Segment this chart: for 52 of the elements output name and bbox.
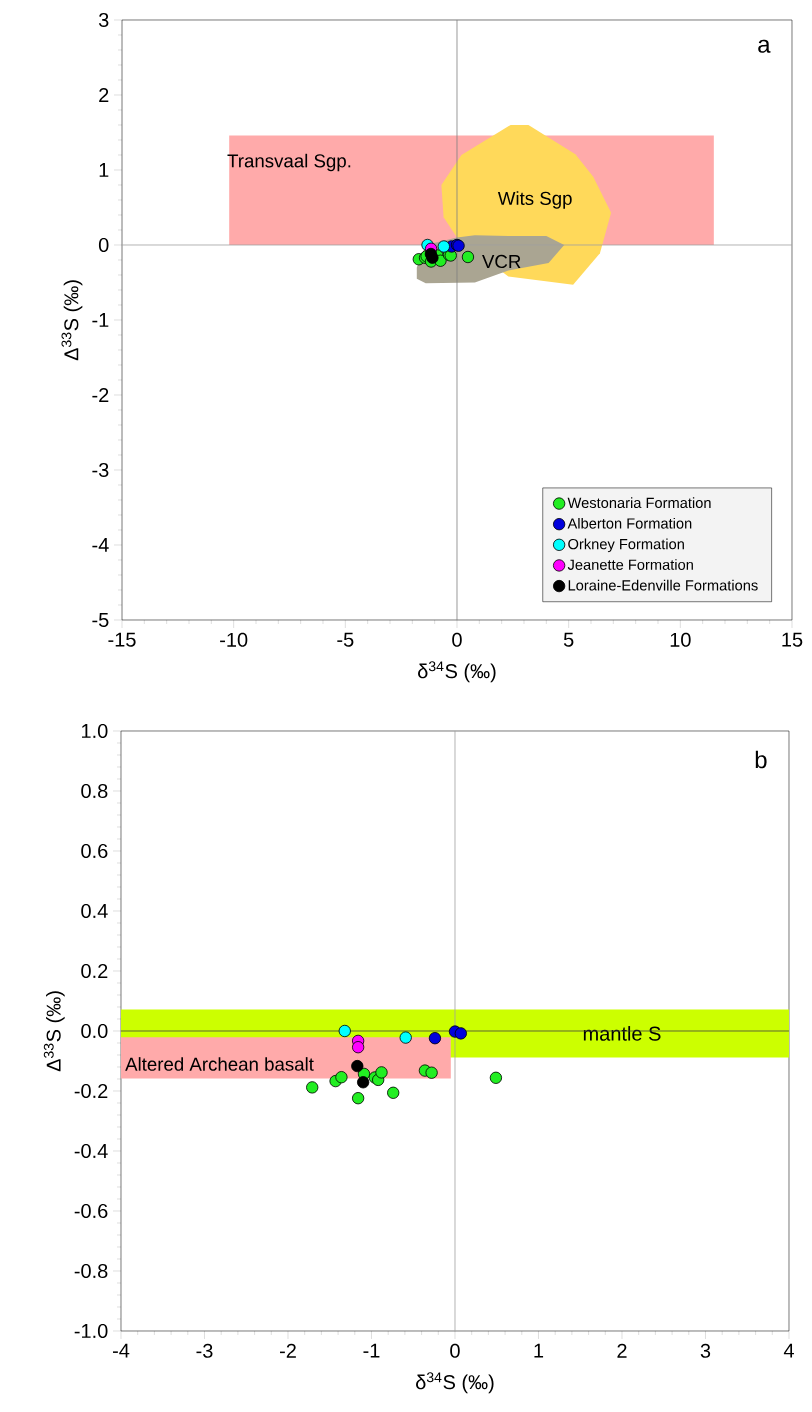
annotation: Altered Archean basalt (125, 1057, 314, 1071)
y-tick-label: -5 (92, 613, 109, 627)
legend-label: Alberton Formation (567, 517, 692, 529)
y-tick-label: 1 (99, 163, 109, 177)
y-tick-label: 3 (98, 12, 109, 28)
annotation: VCR (482, 254, 521, 269)
x-tick-label: -15 (108, 632, 136, 647)
x-axis-title: δ$^{34}$S (‰) (416, 1372, 494, 1394)
y-tick-label: 0.4 (81, 903, 108, 919)
x-tick-label: 1 (534, 1343, 544, 1358)
y-tick-label: -0.4 (74, 1143, 108, 1159)
y-tick-label: -2 (92, 388, 109, 402)
x-tick-label: 3 (700, 1343, 711, 1358)
x-tick-label: 10 (670, 632, 691, 647)
y-tick-label: 0.8 (81, 783, 108, 799)
y-axis-title: Δ$^{33}$S (‰) (43, 991, 65, 1072)
legend-label: Loraine-Edenville Formations (568, 579, 758, 591)
y-tick-label: -1 (92, 313, 109, 327)
y-tick-label: -3 (92, 462, 109, 478)
legend-label: Westonaria Formation (567, 497, 711, 509)
x-tick-label: -2 (279, 1343, 296, 1358)
y-axis-title: Δ$^{33}$S (‰) (61, 280, 83, 361)
y-tick-label: -0.6 (74, 1203, 108, 1219)
x-tick-label: 5 (563, 632, 574, 647)
x-tick-label: -3 (196, 1343, 213, 1358)
annotation: Wits Sgp (497, 191, 572, 209)
x-tick-label: 0 (452, 632, 462, 647)
y-tick-label: -0.8 (74, 1263, 108, 1279)
y-tick-label: 0.0 (81, 1023, 108, 1039)
y-tick-label: 0 (98, 237, 109, 253)
x-tick-label: 15 (782, 632, 803, 647)
y-tick-label: 0.2 (81, 963, 108, 979)
annotation: a (758, 39, 771, 53)
y-tick-label: 2 (99, 88, 109, 102)
y-tick-label: -4 (92, 538, 109, 552)
x-tick-label: -1 (363, 1343, 380, 1358)
y-tick-label: -0.2 (74, 1083, 108, 1099)
legend-label: Jeanette Formation (567, 559, 693, 570)
x-tick-label: -10 (220, 632, 248, 647)
annotation: Transvaal Sgp. (227, 153, 351, 172)
legend-label: Orkney Formation (568, 538, 684, 553)
band-label: mantle S (583, 1026, 661, 1041)
x-tick-label: 0 (450, 1343, 460, 1358)
x-tick-label: 2 (617, 1343, 627, 1358)
x-tick-label: 4 (783, 1343, 794, 1358)
annotation: b (755, 750, 767, 769)
y-tick-label: 0.6 (81, 843, 108, 859)
x-axis-title: δ$^{34}$S (‰) (418, 661, 496, 683)
x-tick-label: -5 (337, 632, 354, 647)
x-tick-label: -4 (112, 1343, 130, 1358)
y-tick-label: -1.0 (74, 1323, 108, 1339)
y-tick-label: 1.0 (82, 723, 108, 739)
